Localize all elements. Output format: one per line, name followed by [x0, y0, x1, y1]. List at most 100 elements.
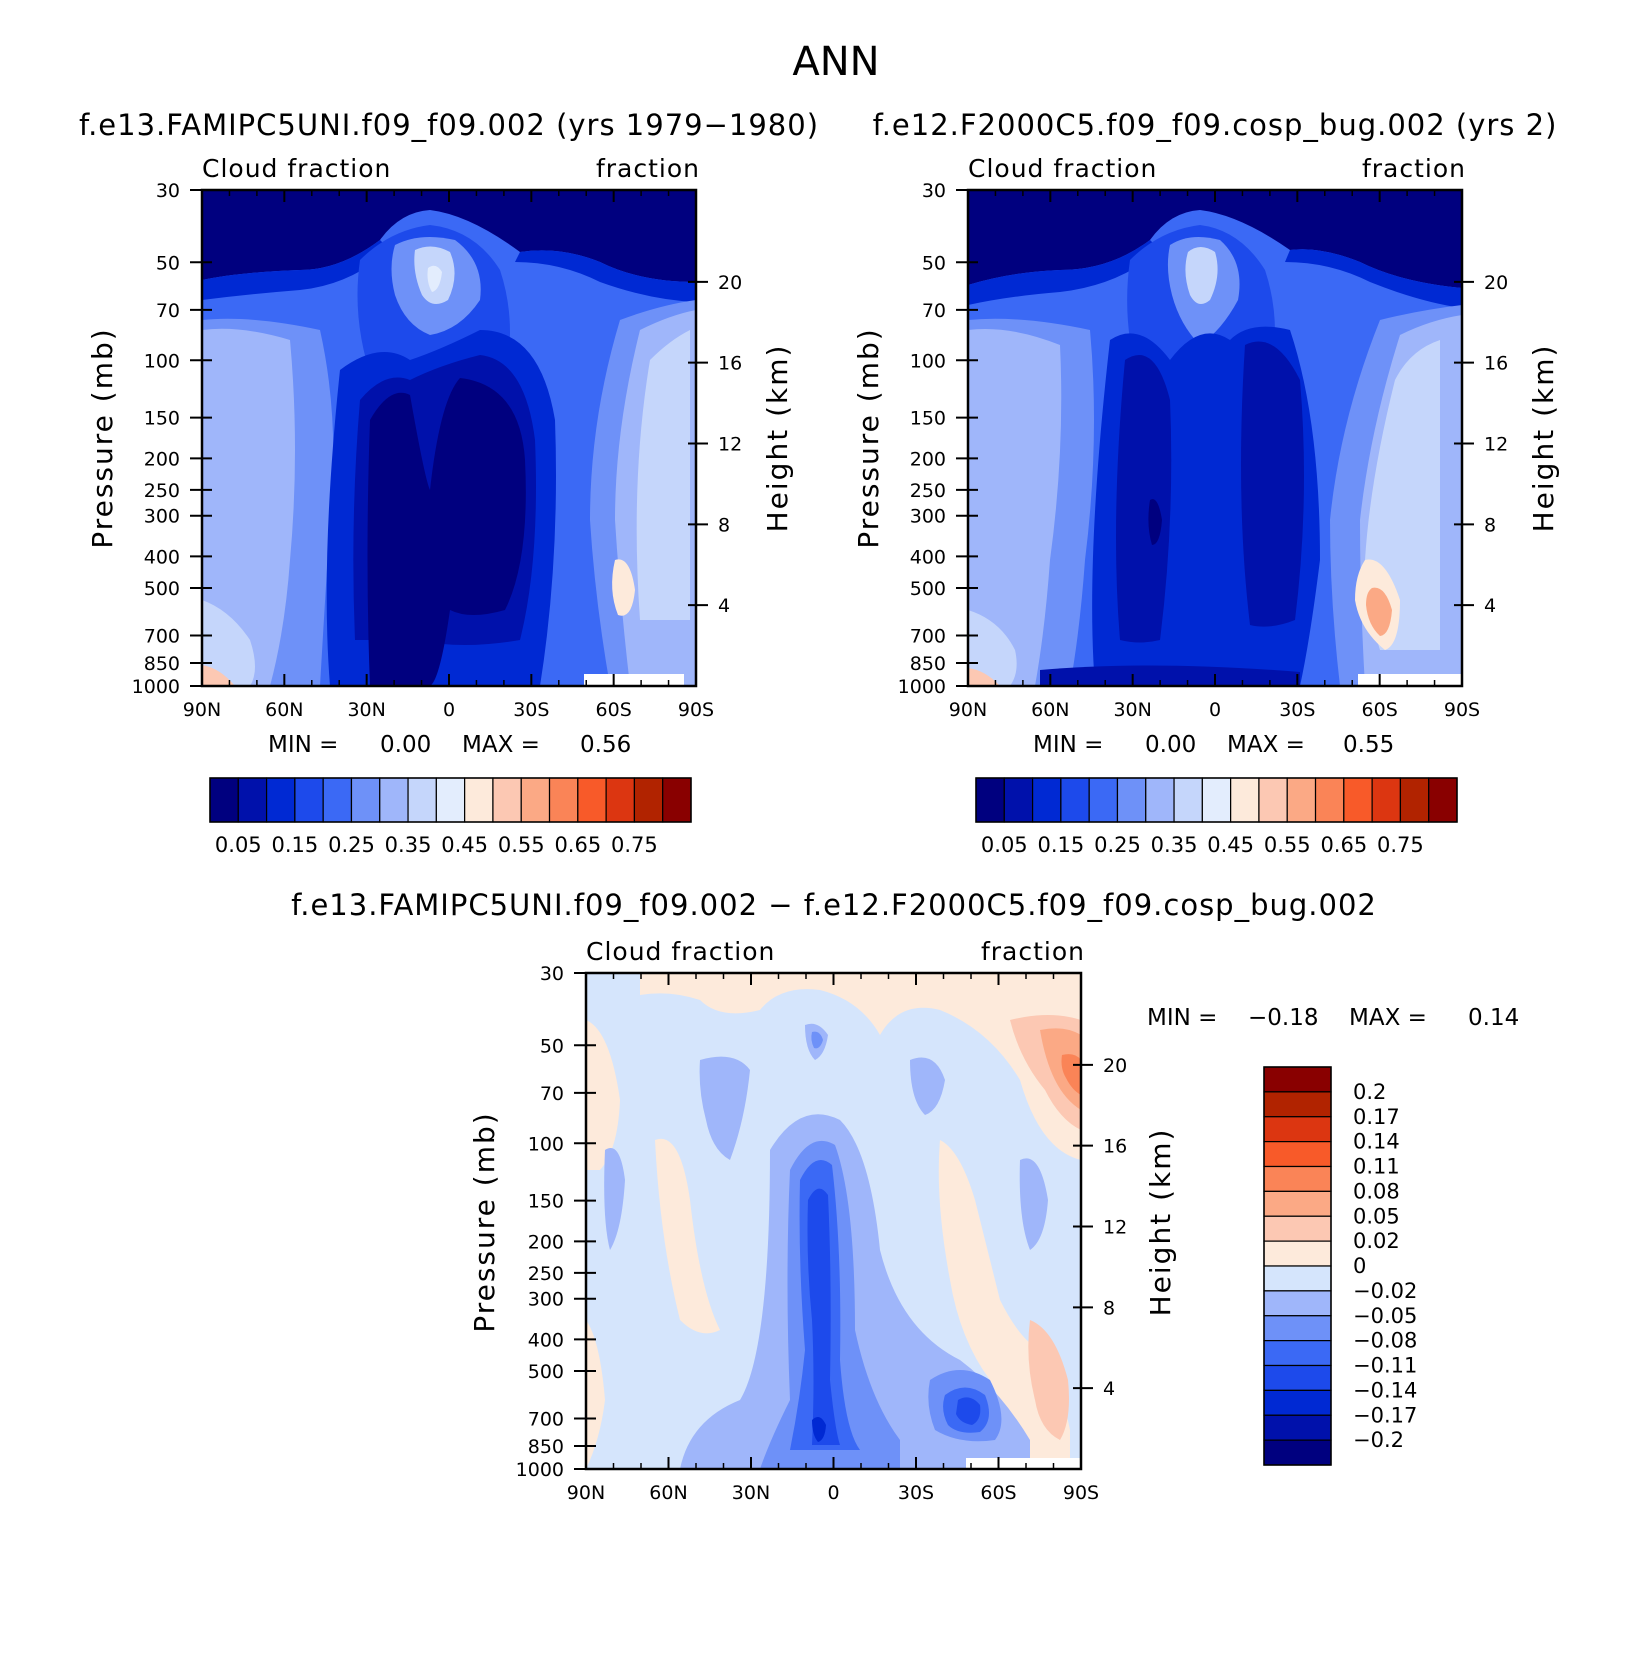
colorbar-label: 0	[1353, 1254, 1366, 1278]
colorbar-swatch	[294, 777, 324, 823]
x-tick-label: 90N	[567, 1482, 605, 1504]
y-tick-label: 500	[144, 578, 180, 600]
y-tick-label: 500	[528, 1361, 564, 1383]
y-tick-label: 50	[540, 1035, 564, 1057]
panel-model-2-max-value: 0.55	[1343, 732, 1394, 758]
contour-band	[811, 1031, 823, 1049]
colorbar-label: 0.05	[1353, 1204, 1400, 1228]
y-tick-label: 250	[528, 1263, 564, 1285]
panel-model-2-ylabel: Pressure (mb)	[852, 327, 885, 548]
contour-band	[655, 1138, 720, 1334]
panel-model-2-max-label: MAX =	[1227, 732, 1305, 758]
colorbar-swatch	[1173, 777, 1203, 823]
colorbar-label: −0.2	[1353, 1428, 1404, 1452]
y-tick-label: 150	[910, 408, 946, 430]
contour-band	[968, 190, 1462, 288]
colorbar-label: 0.15	[271, 833, 318, 857]
y-tick-label: 850	[528, 1436, 564, 1458]
missing-data-region	[1358, 674, 1462, 686]
colorbar-swatch	[1263, 1116, 1332, 1143]
missing-data-region	[584, 674, 684, 686]
panel-model-2-min-value: 0.00	[1145, 732, 1196, 758]
colorbar-label: 0.08	[1353, 1179, 1400, 1203]
colorbar-label: 0.02	[1353, 1229, 1400, 1253]
contour-band	[586, 1020, 620, 1170]
y-tick-label: 1000	[132, 676, 180, 698]
height-tick-label: 16	[1484, 353, 1508, 375]
contour-band	[202, 665, 235, 686]
x-tick-label: 30S	[1279, 699, 1315, 721]
colorbar-swatch	[1371, 777, 1402, 823]
colorbar-label: −0.05	[1353, 1304, 1417, 1328]
panel-difference-title: f.e13.FAMIPC5UNI.f09_f09.002 − f.e12.F20…	[291, 888, 1377, 922]
y-tick-label: 30	[156, 180, 180, 202]
x-tick-label: 30N	[732, 1482, 770, 1504]
colorbar-swatch	[209, 777, 239, 823]
height-tick-label: 20	[1484, 272, 1508, 294]
y-tick-label: 1000	[516, 1459, 564, 1481]
y-tick-label: 50	[156, 252, 180, 274]
y-tick-label: 850	[144, 653, 180, 675]
colorbar-swatch	[1263, 1066, 1332, 1093]
y-tick-label: 100	[144, 350, 180, 372]
figure-title: ANN	[792, 39, 879, 85]
contour-band	[812, 1416, 826, 1442]
colorbar-swatch	[1060, 777, 1090, 823]
contour-band	[968, 610, 1017, 686]
colorbar-swatch	[1031, 777, 1062, 823]
y-tick-label: 70	[540, 1083, 564, 1105]
y-tick-label: 300	[144, 506, 180, 528]
height-tick-label: 20	[1103, 1055, 1127, 1077]
x-tick-label: 0	[443, 699, 455, 721]
contour-band	[515, 250, 696, 302]
y-tick-label: 250	[910, 480, 946, 502]
x-tick-label: 90S	[678, 699, 714, 721]
x-tick-label: 0	[1209, 699, 1221, 721]
contour-band	[956, 1397, 981, 1425]
y-tick-label: 200	[910, 448, 946, 470]
colorbar-swatch	[492, 777, 522, 823]
contour-band	[367, 378, 526, 686]
y-tick-label: 300	[910, 506, 946, 528]
colorbar-swatch	[520, 777, 551, 823]
colorbar-swatch	[1263, 1165, 1332, 1192]
colorbar-label: 0.45	[1207, 833, 1254, 857]
height-tick-label: 4	[718, 595, 730, 617]
colorbar-swatch	[1263, 1240, 1332, 1267]
y-tick-label: 150	[144, 408, 180, 430]
panel-difference-max-value: 0.14	[1468, 1005, 1519, 1031]
colorbar-swatch	[1263, 1091, 1332, 1118]
height-tick-label: 12	[1103, 1217, 1127, 1239]
panel-difference-ylabel-right: Height (km)	[1144, 1128, 1177, 1317]
colorbar-swatch	[379, 777, 409, 823]
contour-band	[586, 1320, 605, 1469]
contour-band	[1116, 355, 1172, 643]
colorbar-label: 0.45	[441, 833, 488, 857]
panel-difference-max-label: MAX =	[1349, 1005, 1427, 1031]
panel-difference-min-value: −0.18	[1248, 1005, 1318, 1031]
panel-model-1-ylabel: Pressure (mb)	[86, 327, 119, 548]
colorbar-swatch	[1116, 777, 1147, 823]
colorbar-swatch	[975, 777, 1005, 823]
colorbar-swatch	[1263, 1315, 1332, 1342]
x-tick-label: 60S	[1362, 699, 1398, 721]
panel-model-2-min-label: MIN =	[1033, 732, 1103, 758]
x-tick-label: 30S	[898, 1482, 934, 1504]
panel-model-1-min-value: 0.00	[380, 732, 431, 758]
y-tick-label: 700	[528, 1409, 564, 1431]
panel-model-1-right-label: fraction	[596, 154, 700, 183]
colorbar-swatch	[662, 777, 692, 823]
colorbar-label: 0.35	[1151, 833, 1198, 857]
y-tick-label: 400	[910, 546, 946, 568]
panel-difference-colorbar: 0.20.170.140.110.080.050.020−0.02−0.05−0…	[1263, 1066, 1417, 1466]
panel-model-2-colorbar: 0.05 0.15 0.25 0.35 0.45 0.55 0.65 0.75	[975, 777, 1458, 857]
panel-model-1-contours	[202, 190, 696, 686]
panel-difference: f.e13.FAMIPC5UNI.f09_f09.002 − f.e12.F20…	[291, 888, 1519, 1504]
panel-model-1-ylabel-right: Height (km)	[761, 344, 794, 533]
panel-model-2-contours	[968, 190, 1462, 686]
contour-band	[604, 1148, 625, 1250]
y-tick-label: 200	[528, 1231, 564, 1253]
colorbar-label: 0.05	[981, 833, 1028, 857]
contour-band	[612, 559, 635, 616]
contour-band	[202, 328, 295, 686]
